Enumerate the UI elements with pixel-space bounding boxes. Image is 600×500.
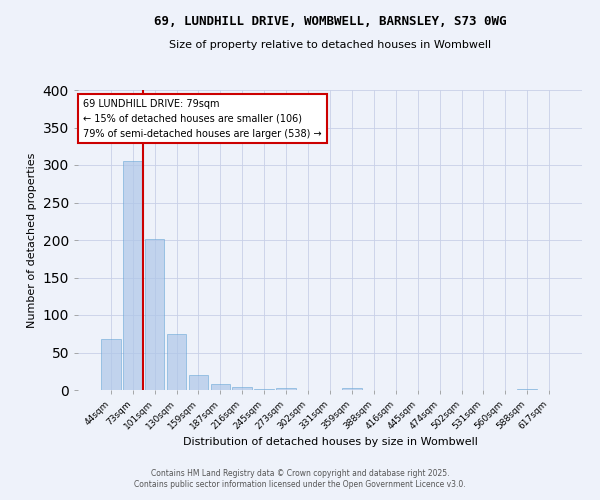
Bar bbox=[254, 389, 274, 390]
Bar bbox=[517, 388, 537, 390]
X-axis label: Distribution of detached houses by size in Wombwell: Distribution of detached houses by size … bbox=[182, 436, 478, 446]
Text: 69 LUNDHILL DRIVE: 79sqm
← 15% of detached houses are smaller (106)
79% of semi-: 69 LUNDHILL DRIVE: 79sqm ← 15% of detach… bbox=[83, 99, 322, 138]
Text: Contains public sector information licensed under the Open Government Licence v3: Contains public sector information licen… bbox=[134, 480, 466, 489]
Bar bbox=[188, 375, 208, 390]
Bar bbox=[342, 388, 362, 390]
Bar bbox=[123, 161, 143, 390]
Bar bbox=[145, 238, 164, 390]
Text: Size of property relative to detached houses in Wombwell: Size of property relative to detached ho… bbox=[169, 40, 491, 50]
Y-axis label: Number of detached properties: Number of detached properties bbox=[27, 152, 37, 328]
Bar bbox=[276, 388, 296, 390]
Bar bbox=[167, 334, 187, 390]
Text: Contains HM Land Registry data © Crown copyright and database right 2025.: Contains HM Land Registry data © Crown c… bbox=[151, 468, 449, 477]
Text: 69, LUNDHILL DRIVE, WOMBWELL, BARNSLEY, S73 0WG: 69, LUNDHILL DRIVE, WOMBWELL, BARNSLEY, … bbox=[154, 15, 506, 28]
Bar bbox=[232, 387, 252, 390]
Bar bbox=[211, 384, 230, 390]
Bar bbox=[101, 339, 121, 390]
